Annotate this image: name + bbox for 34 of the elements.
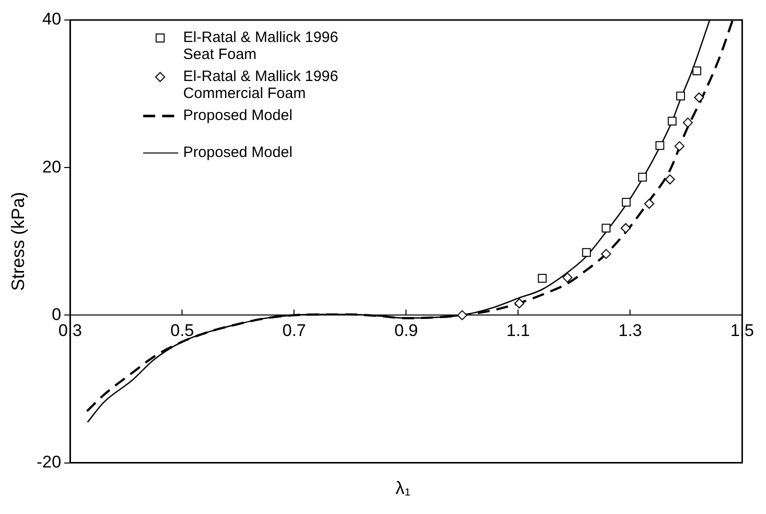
point xyxy=(457,310,468,320)
y-tick-label: 40 xyxy=(42,10,62,29)
point xyxy=(622,198,631,207)
point xyxy=(644,198,654,209)
legend-label: Proposed Model xyxy=(183,144,292,162)
x-tick-label: 0.5 xyxy=(170,321,194,340)
point xyxy=(676,92,685,100)
point xyxy=(562,272,572,283)
x-axis-title: λ₁ xyxy=(394,478,412,499)
point xyxy=(638,172,647,182)
y-tick-label: 20 xyxy=(42,157,62,176)
y-tick-label: 0 xyxy=(52,304,62,324)
x-tick-label: 0.9 xyxy=(394,321,418,340)
point xyxy=(692,66,702,76)
point xyxy=(694,92,704,102)
point xyxy=(682,118,693,128)
point xyxy=(674,141,684,152)
point xyxy=(668,116,677,126)
point xyxy=(601,248,612,259)
x-tick-label: 1.3 xyxy=(618,321,642,340)
point xyxy=(538,274,547,283)
point xyxy=(582,248,591,257)
point xyxy=(514,298,524,308)
y-axis-title: Stress (kPa) xyxy=(8,192,28,291)
x-tick-label: 0.7 xyxy=(282,321,306,340)
legend-label: El-Ratal & Mallick 1996 Commercial Foam xyxy=(183,68,338,102)
legend-label: Proposed Model xyxy=(183,107,292,124)
point xyxy=(602,224,610,233)
point xyxy=(655,141,664,150)
y-tick-label: -20 xyxy=(36,452,62,472)
x-tick-label: 1.1 xyxy=(506,321,530,340)
legend-label: El-Ratal & Mallick 1996 Seat Foam xyxy=(183,29,338,64)
point xyxy=(664,174,675,184)
point xyxy=(620,223,631,234)
